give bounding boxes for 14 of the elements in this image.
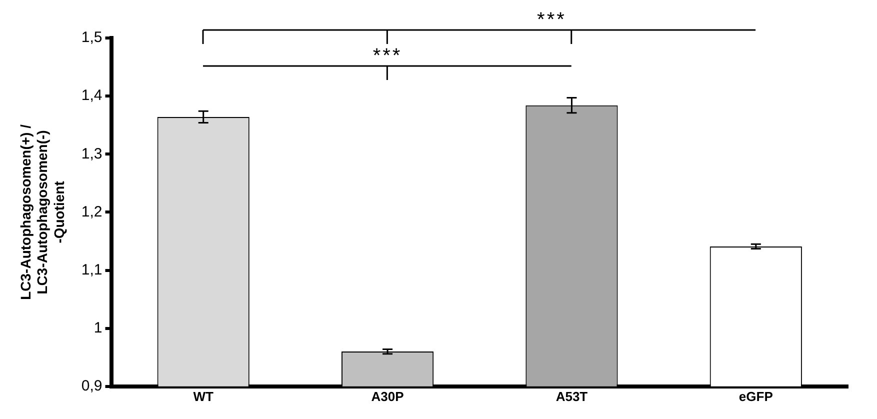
y-tick-label: 1: [94, 319, 102, 336]
y-tick-label: 1,3: [81, 145, 102, 162]
y-tick-label: 0,9: [81, 378, 102, 395]
x-tick-label: WT: [193, 388, 214, 404]
text: ***: [536, 9, 568, 31]
x-tick-label: eGFP: [738, 388, 774, 404]
x-tick-label: A30P: [371, 388, 404, 404]
y-tick-label: 1,4: [81, 87, 102, 104]
x-tick-label: A53T: [556, 388, 588, 404]
y-tick-label: 1,5: [81, 29, 102, 46]
y-tick-label: 1,2: [81, 203, 102, 220]
annotation: ***: [372, 45, 404, 67]
y-tick-label: 1,1: [81, 261, 102, 278]
y-axis-title: LC3-Autophagosomen(+) / LC3-Autophagosomen(-) -Quotient: [17, 124, 67, 300]
